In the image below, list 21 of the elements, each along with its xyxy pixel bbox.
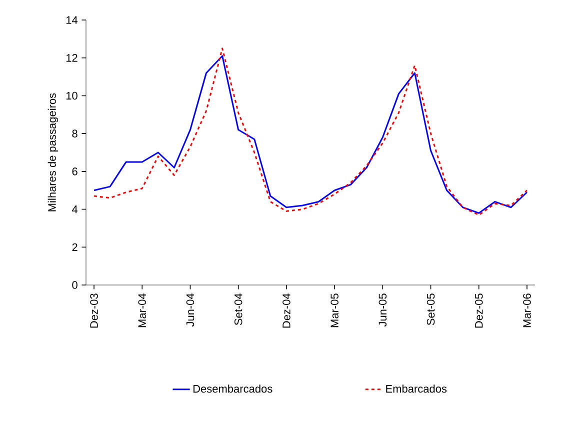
x-tick-label: Dez-03	[90, 294, 98, 328]
x-tick-label: Mar-06	[523, 294, 531, 328]
x-tick-label: Jun-04	[186, 293, 194, 327]
y-tick-label: 6	[72, 168, 78, 176]
y-tick-label: 12	[66, 54, 78, 62]
x-tick-label: Jun-05	[378, 294, 387, 327]
legend-label: Embarcados	[386, 384, 447, 393]
x-tick-label: Dez-04	[282, 293, 290, 328]
legend-label: Desembarcados	[193, 384, 272, 393]
y-tick-label: 10	[66, 92, 78, 100]
y-tick-label: 4	[72, 206, 78, 214]
x-tick-label: Mar-05	[330, 294, 338, 328]
x-tick-label: Set-04	[234, 293, 242, 326]
y-tick-label: 0	[72, 281, 78, 289]
y-tick-label: 8	[72, 130, 78, 138]
x-tick-label: Dez-05	[474, 294, 483, 328]
x-tick-label: Mar-04	[138, 293, 146, 328]
y-axis-title: Milhares de passageiros	[48, 93, 58, 212]
x-tick-label: Set-05	[426, 294, 435, 326]
y-tick-label: 2	[72, 243, 78, 251]
y-tick-label: 14	[66, 16, 78, 24]
